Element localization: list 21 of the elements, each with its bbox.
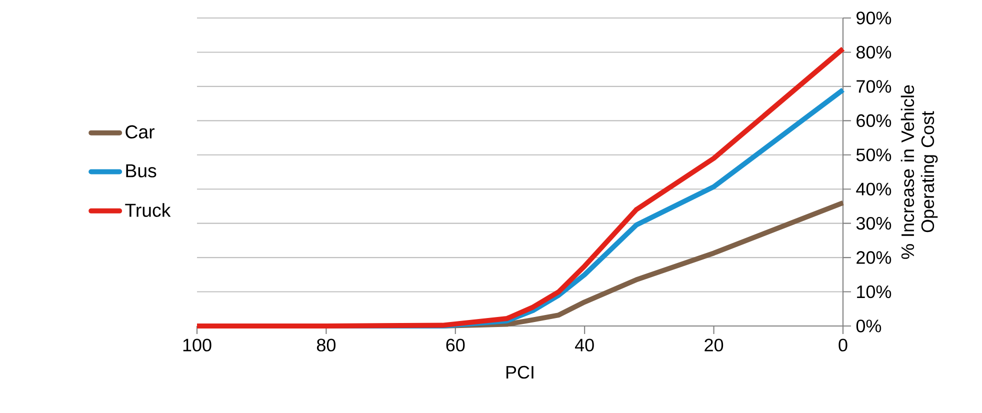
- y-tick-label: 60%: [856, 114, 892, 128]
- x-tick-label: 0: [838, 338, 848, 352]
- y-tick-label: 0%: [856, 320, 882, 332]
- y-tick-label: 50%: [856, 148, 892, 162]
- y-axis-title: % Increase in Vehicle Operating Cost: [900, 85, 938, 259]
- x-tick-label: 100: [183, 338, 212, 352]
- y-tick-label: 90%: [856, 12, 892, 24]
- x-tick-label: 40: [575, 338, 594, 352]
- legend-label: Car: [126, 125, 154, 139]
- y-tick-label: 40%: [856, 182, 892, 196]
- y-tick-label: 20%: [856, 251, 892, 264]
- legend-label: Bus: [126, 164, 156, 178]
- y-tick-label: 10%: [857, 285, 892, 298]
- y-tick-label: 70%: [856, 80, 892, 93]
- x-tick-label: 60: [446, 338, 465, 352]
- x-tick-label: 20: [704, 338, 724, 352]
- legend-label: Truck: [125, 203, 171, 217]
- y-tick-label: 80%: [856, 46, 892, 59]
- y-tick-label: 30%: [856, 216, 892, 230]
- x-tick-label: 80: [316, 338, 336, 352]
- x-axis-title: PCI: [506, 366, 534, 379]
